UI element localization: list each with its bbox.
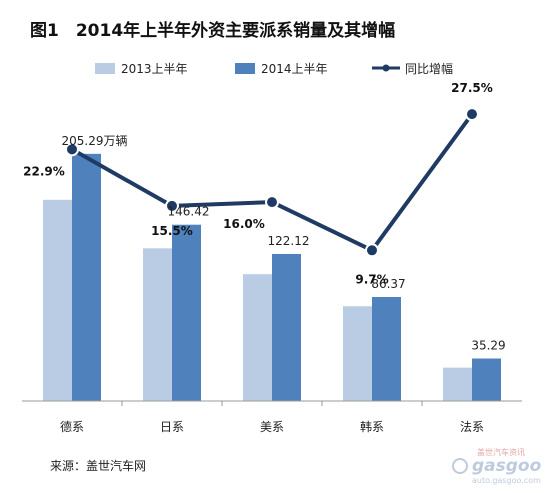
growth-line bbox=[71, 112, 474, 253]
bar-2014-1 bbox=[172, 224, 201, 401]
bar-2014-value-label-3: 86.37 bbox=[371, 277, 405, 291]
watermark-logo-icon bbox=[452, 458, 468, 474]
growth-point-1 bbox=[165, 198, 179, 213]
x-tick-label-0: 德系 bbox=[60, 419, 84, 434]
source-text: 来源：盖世汽车网 bbox=[50, 458, 146, 473]
x-tick-label-1: 日系 bbox=[160, 420, 184, 434]
watermark-line1: 盖世汽车资讯 bbox=[477, 447, 525, 457]
bar-2014-value-label-2: 122.12 bbox=[268, 234, 310, 248]
bar-2014-value-label-4: 35.29 bbox=[471, 339, 505, 353]
bar-2014-value-label-1: 146.42 bbox=[168, 205, 210, 219]
x-tick-label-3: 韩系 bbox=[360, 419, 384, 434]
growth-point-0 bbox=[65, 142, 79, 157]
growth-point-4 bbox=[465, 107, 479, 122]
growth-label-1: 15.5% bbox=[151, 224, 193, 238]
legend-marker-growth bbox=[382, 64, 390, 72]
bar-2013-4 bbox=[443, 367, 472, 401]
legend-label-2014: 2014上半年 bbox=[261, 62, 328, 76]
growth-label-3: 9.7% bbox=[355, 272, 388, 286]
bar-2014-value-label-0: 205.29万辆 bbox=[62, 134, 128, 148]
bar-2014-0 bbox=[72, 153, 101, 401]
gasgoo-watermark: 盖世汽车资讯 gasgoo auto.gasgoo.com bbox=[452, 447, 542, 485]
legend-label-2013: 2013上半年 bbox=[121, 62, 188, 76]
watermark-url: auto.gasgoo.com bbox=[472, 476, 541, 485]
growth-label-2: 16.0% bbox=[223, 217, 265, 231]
x-tick-label-2: 美系 bbox=[260, 420, 284, 434]
bar-2013-3 bbox=[343, 306, 372, 401]
bar-2014-3 bbox=[372, 297, 401, 401]
legend-swatch-2013 bbox=[95, 63, 115, 74]
x-tick-label-4: 法系 bbox=[460, 420, 484, 434]
growth-label-4: 27.5% bbox=[451, 81, 493, 95]
growth-label-0: 22.9% bbox=[23, 164, 65, 178]
bar-2013-2 bbox=[243, 274, 272, 401]
bar-2014-2 bbox=[272, 253, 301, 401]
x-axis-ticks bbox=[121, 401, 423, 406]
bar-2014-4 bbox=[472, 358, 501, 401]
legend-swatch-2014 bbox=[235, 63, 255, 74]
chart-title: 图1 2014年上半年外资主要派系销量及其增幅 bbox=[30, 20, 395, 41]
plot-growth-line bbox=[65, 107, 479, 258]
bar-2013-0 bbox=[43, 199, 72, 401]
legend: 2013上半年 2014上半年 同比增幅 bbox=[95, 61, 453, 76]
legend-label-growth: 同比增幅 bbox=[405, 61, 453, 76]
watermark-brand: gasgoo bbox=[472, 456, 542, 476]
plot-bars bbox=[43, 153, 501, 401]
bar-2013-1 bbox=[143, 248, 172, 401]
growth-point-2 bbox=[265, 195, 279, 210]
growth-point-3 bbox=[365, 243, 379, 258]
